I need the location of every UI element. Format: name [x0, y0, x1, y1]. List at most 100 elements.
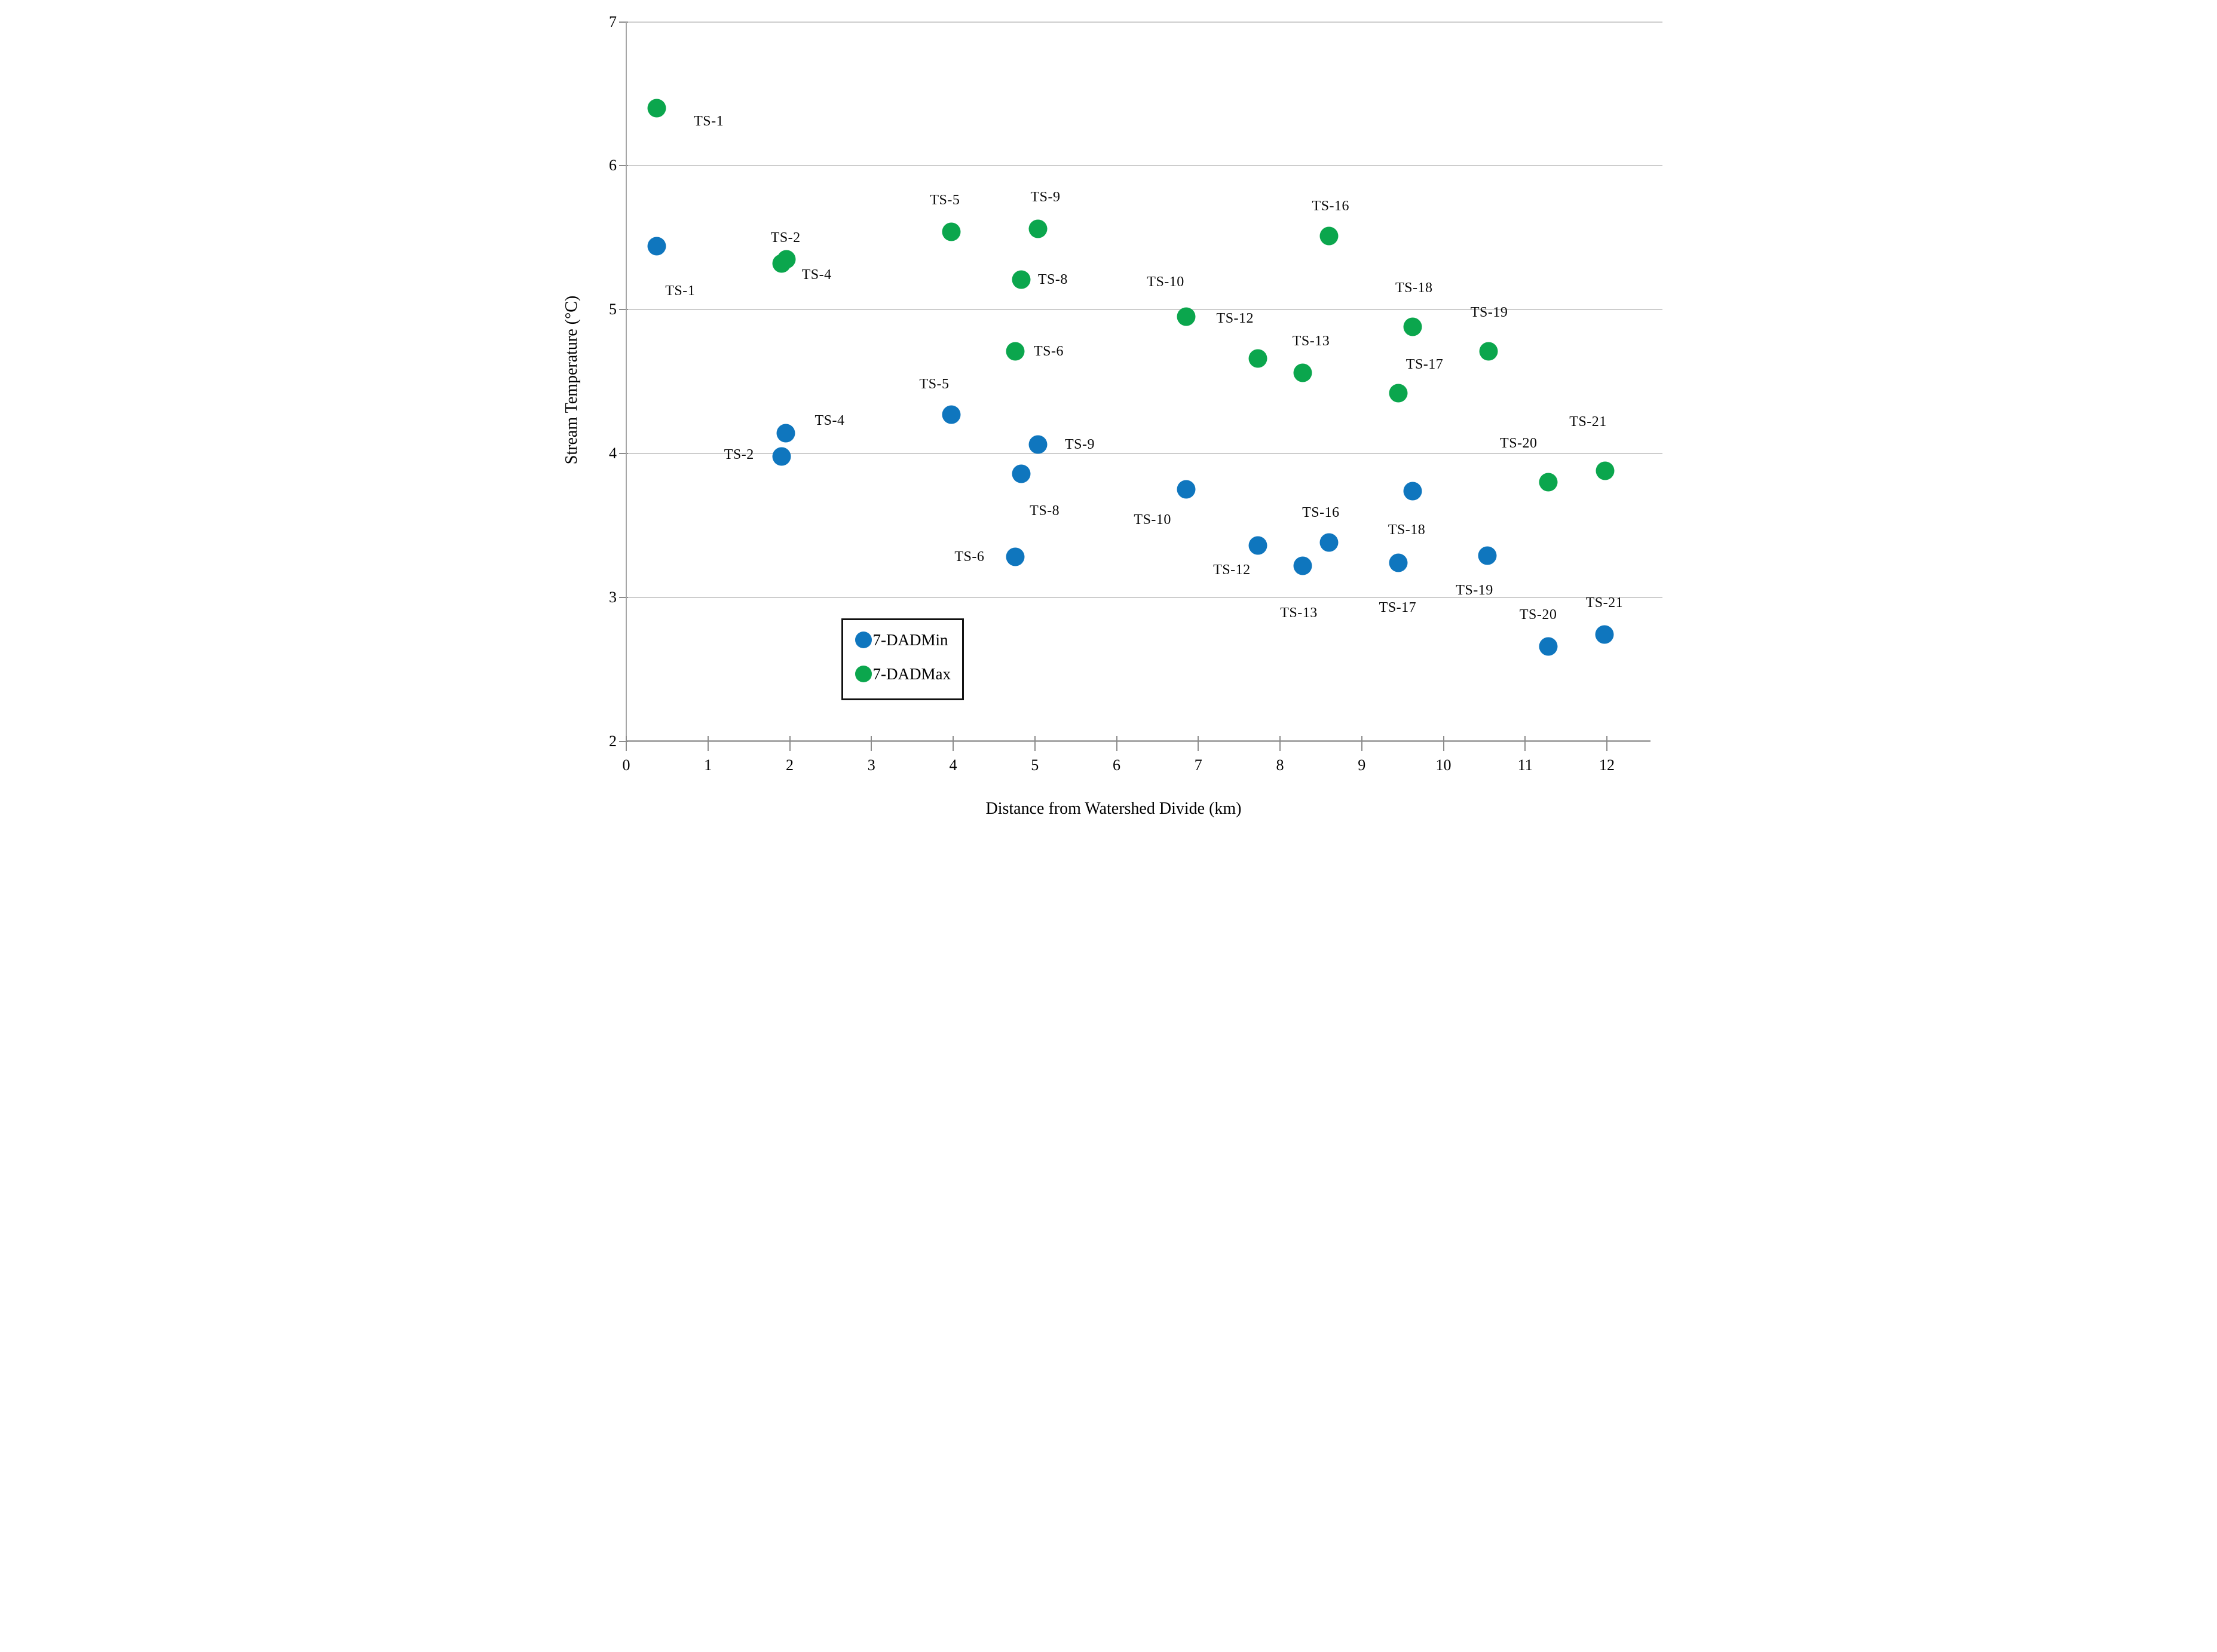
y-tick-label: 3	[609, 588, 617, 606]
x-tick-mark	[1606, 735, 1607, 751]
point-label: TS-12	[1216, 310, 1254, 326]
x-tick-label: 0	[622, 756, 630, 774]
x-tick-mark	[1279, 735, 1281, 751]
point-label: TS-1	[694, 113, 724, 129]
data-point-max	[942, 222, 961, 241]
data-point-min	[1478, 546, 1497, 565]
x-tick-mark	[953, 735, 954, 751]
x-tick-label: 2	[786, 756, 794, 774]
x-axis-title: Distance from Watershed Divide (km)	[985, 799, 1242, 818]
data-point-min	[942, 405, 961, 424]
point-label: TS-8	[1030, 503, 1060, 519]
y-tick-mark	[619, 309, 628, 311]
data-point-max	[1293, 363, 1312, 382]
x-tick-mark	[871, 735, 872, 751]
data-point-min	[1389, 553, 1408, 572]
data-point-max	[1403, 317, 1422, 336]
x-tick-mark	[1524, 735, 1526, 751]
point-label: TS-20	[1500, 436, 1538, 452]
legend-box: 7-DADMin 7-DADMax	[841, 618, 964, 700]
point-label: TS-13	[1280, 605, 1318, 621]
point-label: TS-9	[1064, 437, 1095, 453]
x-axis-line	[626, 740, 1650, 742]
y-axis-line	[626, 22, 627, 743]
x-tick-label: 3	[867, 756, 875, 774]
legend-marker-icon	[855, 632, 872, 648]
data-point-max	[1028, 219, 1048, 238]
legend-item: 7-DADMin	[855, 631, 948, 649]
data-point-min	[776, 424, 795, 443]
data-point-min	[1248, 536, 1267, 555]
data-point-min	[1595, 625, 1614, 644]
x-tick-label: 6	[1113, 756, 1120, 774]
x-tick-mark	[1034, 735, 1036, 751]
x-tick-label: 8	[1276, 756, 1284, 774]
legend-item-label: 7-DADMin	[872, 630, 948, 649]
data-point-min	[1539, 637, 1558, 656]
y-tick-mark	[619, 740, 628, 742]
data-point-max	[647, 99, 666, 118]
gridline	[626, 309, 1662, 311]
point-label: TS-18	[1388, 522, 1426, 538]
x-tick-label: 4	[949, 756, 957, 774]
data-point-min	[1012, 464, 1030, 483]
x-tick-label: 1	[704, 756, 712, 774]
data-point-max	[1177, 307, 1196, 326]
point-label: TS-4	[801, 267, 832, 283]
scatter-chart-figure: 2 3 4 5 6 7 0 1 2 3 4 5 6 7 8 9 10 11 12 TS-1 TS-2 TS-4 TS-5 TS…	[554, 0, 1663, 826]
point-label: TS-16	[1312, 198, 1350, 214]
x-tick-label: 5	[1031, 756, 1039, 774]
data-point-min	[772, 447, 791, 466]
point-label: TS-8	[1037, 271, 1068, 287]
point-label: TS-21	[1569, 413, 1607, 430]
y-tick-mark	[619, 165, 628, 167]
data-point-min	[1028, 435, 1048, 454]
data-point-min	[1293, 556, 1312, 575]
point-label: TS-20	[1519, 606, 1557, 623]
data-point-max	[777, 250, 796, 269]
data-point-max	[1006, 342, 1025, 361]
data-point-min	[647, 237, 666, 256]
x-tick-label: 7	[1194, 756, 1202, 774]
x-tick-mark	[1198, 735, 1199, 751]
point-label: TS-9	[1030, 189, 1061, 206]
x-tick-label: 11	[1517, 756, 1533, 774]
point-label: TS-18	[1395, 280, 1433, 296]
legend-marker-icon	[855, 666, 872, 682]
data-point-max	[1389, 384, 1408, 403]
y-tick-label: 2	[609, 732, 617, 750]
point-label: TS-5	[919, 376, 950, 393]
data-point-max	[1248, 349, 1267, 368]
point-label: TS-6	[954, 549, 985, 565]
data-point-min	[1319, 533, 1339, 552]
y-tick-label: 5	[609, 301, 617, 318]
data-point-min	[1403, 482, 1422, 500]
gridline	[626, 452, 1662, 454]
y-tick-label: 4	[609, 444, 617, 462]
gridline	[626, 165, 1662, 167]
x-tick-label: 9	[1358, 756, 1366, 774]
gridline	[626, 596, 1662, 598]
data-point-max	[1539, 473, 1558, 492]
y-tick-mark	[619, 21, 628, 23]
point-label: TS-12	[1213, 562, 1251, 578]
point-label: TS-21	[1585, 595, 1624, 611]
point-label: TS-1	[665, 283, 696, 299]
x-tick-mark	[626, 735, 627, 751]
plot-area: 2 3 4 5 6 7 0 1 2 3 4 5 6 7 8 9 10 11 12 TS-1 TS-2 TS-4 TS-5 TS…	[555, 0, 1663, 826]
x-tick-mark	[707, 735, 709, 751]
point-label: TS-10	[1147, 274, 1184, 290]
data-point-max	[1479, 342, 1498, 361]
data-point-max	[1319, 226, 1339, 246]
data-point-min	[1006, 547, 1025, 566]
x-tick-mark	[1116, 735, 1117, 751]
gridline	[626, 21, 1662, 23]
point-label: TS-17	[1379, 599, 1417, 615]
y-tick-mark	[619, 596, 628, 598]
point-label: TS-19	[1470, 304, 1508, 320]
x-tick-mark	[1361, 735, 1362, 751]
point-label: TS-6	[1033, 343, 1064, 359]
data-point-max	[1012, 270, 1030, 289]
y-axis-title: Stream Temperature (°C)	[562, 295, 581, 465]
point-label: TS-19	[1456, 582, 1493, 598]
